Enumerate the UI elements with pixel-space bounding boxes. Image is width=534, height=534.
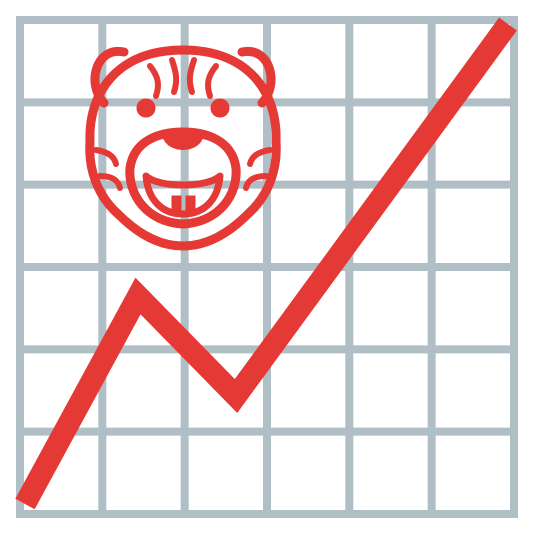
tiger-cheek-stripe bbox=[243, 173, 269, 191]
tiger-left-eye bbox=[136, 98, 156, 118]
tiger-cheek-stripe bbox=[93, 147, 119, 167]
tiger-muzzle bbox=[125, 127, 241, 229]
tiger-cheek-stripe bbox=[97, 173, 123, 191]
tiger-cheek-stripe bbox=[247, 147, 273, 167]
tiger-head-outline bbox=[85, 45, 281, 251]
tiger-nose bbox=[162, 132, 204, 150]
tiger-tooth bbox=[171, 195, 182, 211]
tiger-face-icon bbox=[85, 45, 281, 251]
tiger-mouth bbox=[142, 172, 224, 218]
tiger-right-eye bbox=[210, 98, 230, 118]
tiger-forehead-stripe bbox=[205, 63, 219, 99]
tiger-tooth bbox=[185, 195, 196, 211]
rising-trend-line bbox=[15, 17, 517, 510]
tiger-forehead-stripe bbox=[186, 57, 197, 95]
tiger-forehead-stripe bbox=[169, 57, 180, 95]
tiger-forehead-stripe bbox=[147, 63, 161, 99]
